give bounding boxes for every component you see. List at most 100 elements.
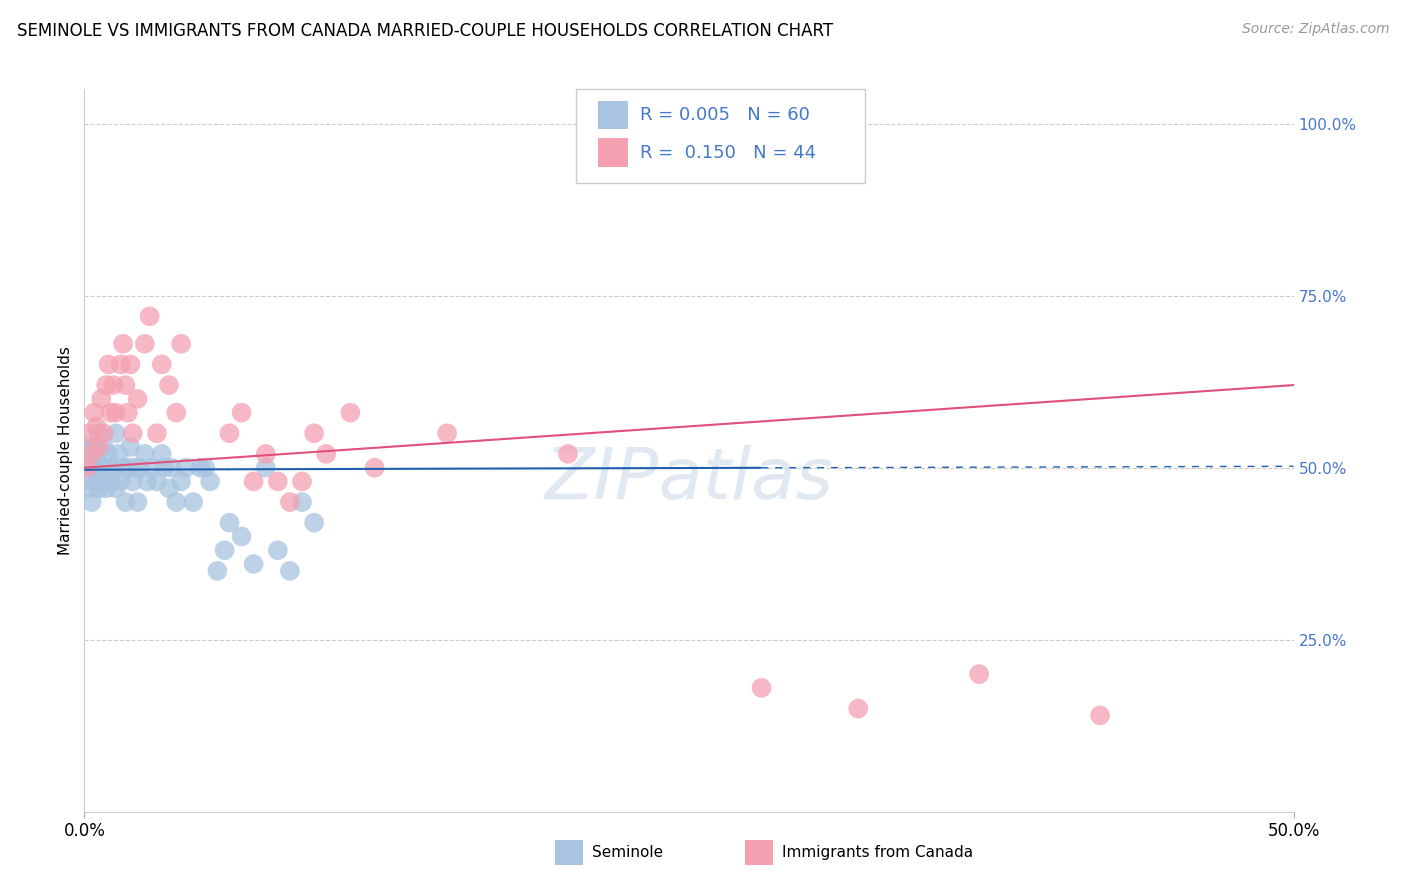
- Point: [112, 460, 135, 475]
- Point: [97, 447, 120, 461]
- Point: [100, 475, 122, 489]
- Point: [107, 447, 129, 461]
- Point: [315, 447, 337, 461]
- Point: [165, 495, 187, 509]
- Text: Seminole: Seminole: [592, 846, 664, 860]
- Point: [83, 406, 105, 420]
- Text: ZIPatlas: ZIPatlas: [544, 445, 834, 514]
- Point: [242, 475, 264, 489]
- Point: [291, 495, 314, 509]
- Text: Source: ZipAtlas.com: Source: ZipAtlas.com: [1241, 22, 1389, 37]
- Point: [278, 495, 301, 509]
- Point: [254, 447, 277, 461]
- Point: [190, 460, 212, 475]
- Point: [124, 460, 146, 475]
- Point: [242, 557, 264, 571]
- Point: [363, 460, 385, 475]
- Text: Immigrants from Canada: Immigrants from Canada: [782, 846, 973, 860]
- Point: [302, 426, 325, 441]
- Point: [103, 460, 125, 475]
- Point: [174, 460, 197, 475]
- Point: [146, 475, 169, 489]
- Point: [214, 543, 236, 558]
- Point: [114, 378, 136, 392]
- Point: [90, 460, 112, 475]
- Point: [141, 460, 163, 475]
- Point: [120, 358, 142, 372]
- Point: [207, 564, 229, 578]
- Point: [198, 475, 221, 489]
- Point: [194, 460, 217, 475]
- Point: [104, 426, 127, 441]
- Point: [181, 495, 204, 509]
- Point: [93, 460, 115, 475]
- Point: [254, 460, 277, 475]
- Text: R =  0.150   N = 44: R = 0.150 N = 44: [640, 144, 815, 161]
- Point: [846, 701, 869, 715]
- Point: [967, 667, 990, 681]
- Point: [160, 460, 183, 475]
- Point: [157, 481, 180, 495]
- Point: [339, 406, 361, 420]
- Point: [557, 447, 579, 461]
- Point: [97, 460, 120, 475]
- Text: SEMINOLE VS IMMIGRANTS FROM CANADA MARRIED-COUPLE HOUSEHOLDS CORRELATION CHART: SEMINOLE VS IMMIGRANTS FROM CANADA MARRI…: [17, 22, 832, 40]
- Point: [170, 336, 193, 351]
- Point: [77, 426, 100, 441]
- Point: [231, 406, 253, 420]
- Point: [117, 460, 139, 475]
- Point: [436, 426, 458, 441]
- Point: [218, 516, 240, 530]
- Point: [97, 358, 120, 372]
- Point: [134, 336, 156, 351]
- Point: [93, 426, 115, 441]
- Point: [93, 440, 115, 454]
- Point: [86, 475, 108, 489]
- Point: [127, 495, 149, 509]
- Y-axis label: Married-couple Households: Married-couple Households: [58, 346, 73, 555]
- Point: [87, 426, 110, 441]
- Point: [267, 475, 290, 489]
- Point: [129, 460, 152, 475]
- Point: [136, 475, 159, 489]
- Point: [87, 440, 110, 454]
- Point: [80, 475, 103, 489]
- Point: [117, 406, 139, 420]
- Point: [104, 481, 127, 495]
- Point: [218, 426, 240, 441]
- Point: [80, 495, 103, 509]
- Point: [267, 543, 290, 558]
- Point: [153, 460, 176, 475]
- Point: [94, 481, 117, 495]
- Point: [86, 460, 108, 475]
- Point: [150, 358, 173, 372]
- Point: [170, 475, 193, 489]
- Point: [80, 447, 103, 461]
- Point: [231, 529, 253, 543]
- Point: [83, 440, 105, 454]
- Point: [103, 378, 125, 392]
- Point: [134, 447, 156, 461]
- Point: [86, 419, 108, 434]
- Point: [83, 460, 105, 475]
- Point: [94, 378, 117, 392]
- Point: [291, 475, 314, 489]
- Point: [80, 447, 103, 461]
- Point: [110, 475, 132, 489]
- Point: [90, 475, 112, 489]
- Point: [1088, 708, 1111, 723]
- Text: R = 0.005   N = 60: R = 0.005 N = 60: [640, 106, 810, 124]
- Point: [86, 447, 108, 461]
- Point: [112, 336, 135, 351]
- Point: [138, 310, 160, 324]
- Point: [121, 475, 143, 489]
- Point: [157, 378, 180, 392]
- Point: [76, 460, 98, 475]
- Point: [77, 481, 100, 495]
- Point: [110, 358, 132, 372]
- Point: [751, 681, 773, 695]
- Point: [87, 481, 110, 495]
- Point: [104, 406, 127, 420]
- Point: [100, 406, 122, 420]
- Point: [114, 495, 136, 509]
